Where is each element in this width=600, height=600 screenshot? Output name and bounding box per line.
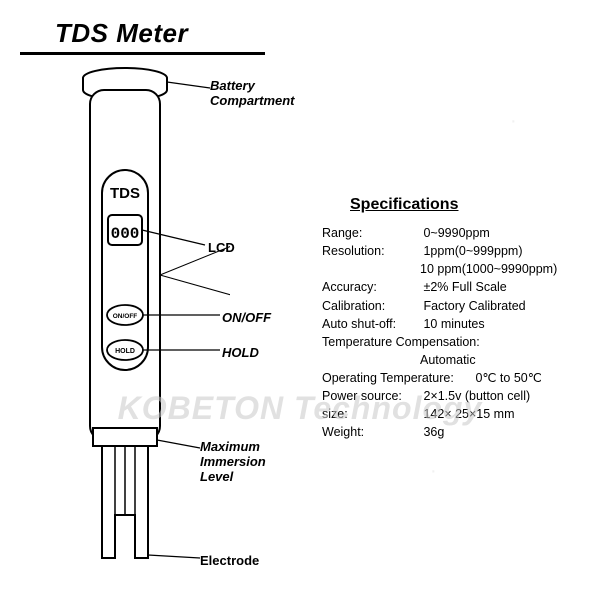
callout-electrode: Electrode [200,553,259,568]
device-diagram: TDS 000 ON/OFF HOLD [60,60,230,580]
svg-text:TDS: TDS [110,185,140,202]
spec-row: Temperature Compensation: [322,333,557,351]
spec-row: Operating Temperature: 0℃ to 50℃ [322,369,557,387]
spec-body: Range: 0~9990ppmResolution: 1ppm(0~999pp… [322,224,557,442]
spec-row: Auto shut-off: 10 minutes [322,315,557,333]
callout-onoff: ON/OFF [222,310,271,325]
spec-row: Calibration: Factory Calibrated [322,297,557,315]
svg-text:000: 000 [111,225,140,243]
callout-lcd: LCD [208,240,235,255]
spec-row: size: 142× 25×15 mm [322,405,557,423]
page-title: TDS Meter [55,18,188,49]
spec-row: Resolution: 1ppm(0~999ppm) [322,242,557,260]
callout-max-immersion: MaximumImmersionLevel [200,440,266,485]
spec-row: Weight: 36g [322,423,557,441]
spec-row: Power source: 2×1.5v (button cell) [322,387,557,405]
callout-battery: BatteryCompartment [210,78,295,108]
spec-row: Range: 0~9990ppm [322,224,557,242]
callout-hold: HOLD [222,345,259,360]
svg-text:HOLD: HOLD [115,348,135,355]
title-underline [20,52,265,55]
svg-text:ON/OFF: ON/OFF [113,313,138,320]
spec-title: Specifications [350,196,458,214]
spec-row: 10 ppm(1000~9990ppm) [322,260,557,278]
spec-row: Automatic [322,351,557,369]
spec-row: Accuracy: ±2% Full Scale [322,278,557,296]
